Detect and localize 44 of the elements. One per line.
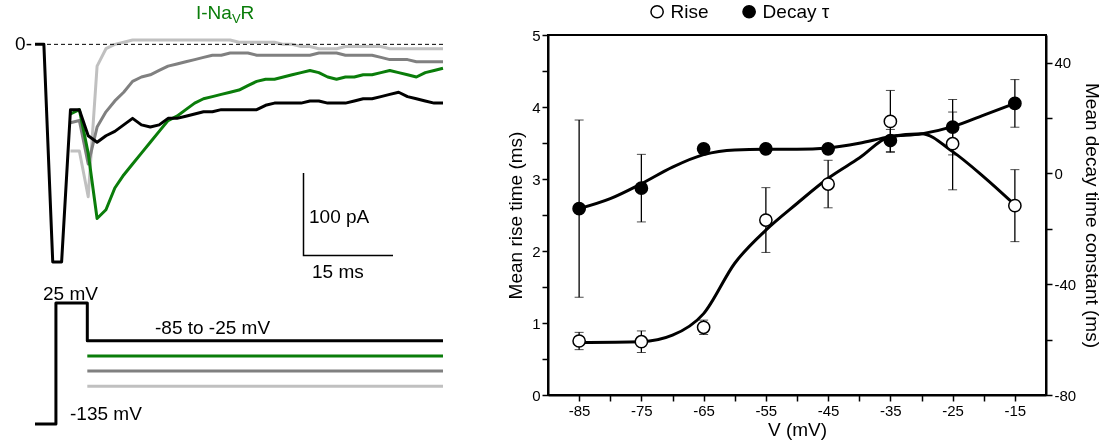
x-tick-label: -85 bbox=[568, 401, 591, 419]
point bbox=[821, 141, 835, 156]
point bbox=[759, 141, 773, 156]
point bbox=[634, 181, 649, 195]
annotation: 100 pA bbox=[309, 206, 370, 227]
x-tick-label: -35 bbox=[880, 401, 902, 419]
point bbox=[1008, 198, 1022, 213]
y2-tick-label: -80 bbox=[1054, 386, 1077, 404]
y-tick-label: 1 bbox=[532, 314, 541, 332]
annotation: -135 mV bbox=[70, 403, 142, 424]
x-tick-label: -25 bbox=[942, 401, 964, 419]
y-axis-title: Mean rise time (ms) bbox=[505, 131, 527, 300]
point bbox=[759, 213, 773, 227]
x-tick-label: -75 bbox=[631, 401, 653, 419]
x-tick-label: -45 bbox=[817, 401, 840, 419]
point bbox=[945, 120, 960, 135]
y-tick-label: 5 bbox=[532, 26, 541, 44]
point bbox=[883, 114, 898, 129]
x-tick-label: -15 bbox=[1004, 401, 1027, 419]
point bbox=[634, 334, 649, 349]
annotation: 25 mV bbox=[43, 283, 98, 304]
text: I-Na$_{V}$R bbox=[196, 2, 255, 26]
y-tick-label: 2 bbox=[532, 242, 541, 260]
x-tick-label: -65 bbox=[693, 401, 715, 419]
y2-axis-title: Mean decay time constant (ms) bbox=[1082, 82, 1104, 349]
point bbox=[883, 133, 898, 148]
point bbox=[572, 201, 586, 216]
annotation: -85 to -25 mV bbox=[155, 317, 271, 338]
point bbox=[821, 177, 835, 191]
x-tick-label: -55 bbox=[755, 401, 778, 419]
y-tick-label: 4 bbox=[532, 98, 541, 116]
point bbox=[1008, 96, 1022, 111]
x-axis-title: V (mV) bbox=[767, 418, 828, 440]
y-tick-label: 3 bbox=[532, 170, 541, 188]
y2-tick-label: 0 bbox=[1054, 164, 1063, 182]
y-tick-label: 0 bbox=[532, 386, 541, 404]
point bbox=[945, 136, 960, 151]
point bbox=[696, 141, 711, 156]
legend-label: Rise bbox=[670, 0, 709, 22]
y2-tick-label: 40 bbox=[1054, 54, 1072, 72]
ref-line-label: 0- bbox=[15, 33, 32, 55]
legend-label: Decay τ bbox=[762, 0, 830, 22]
y2-tick-label: -40 bbox=[1054, 275, 1077, 293]
annotation: 15 ms bbox=[312, 261, 364, 282]
